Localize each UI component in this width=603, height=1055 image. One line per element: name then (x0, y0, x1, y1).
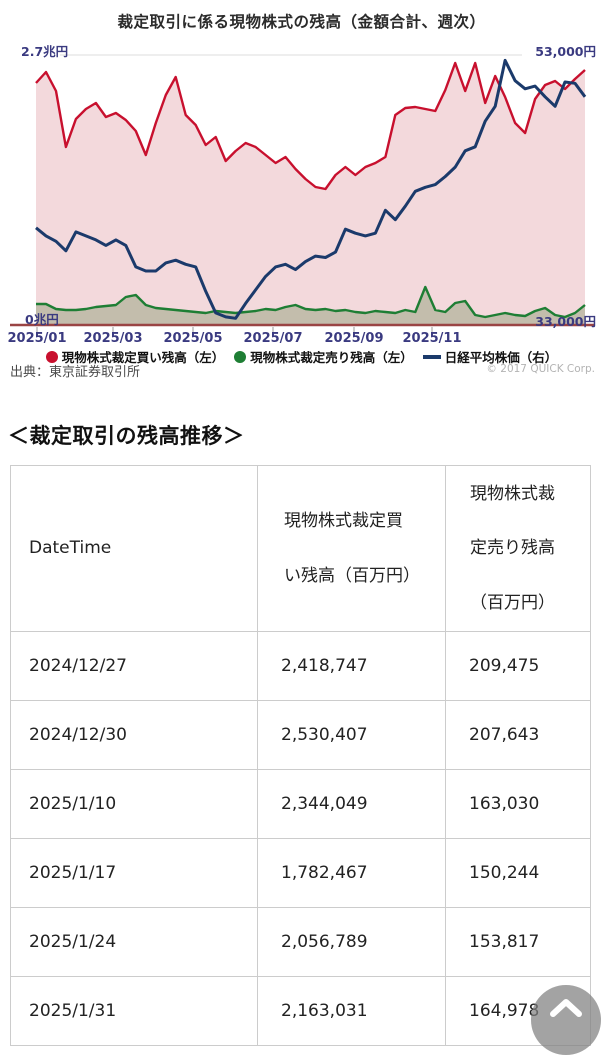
legend-label: 現物株式裁定買い残高（左） (61, 350, 225, 365)
left-axis-max-label: 2.7兆円 (21, 44, 69, 59)
buy-balance-cell: 1,782,467 (257, 838, 446, 909)
sell-balance-cell: 153,817 (445, 907, 591, 978)
legend-label: 日経平均株価（右） (444, 350, 558, 365)
scroll-to-top-button[interactable] (531, 985, 601, 1055)
sell-balance-cell: 207,643 (445, 700, 591, 771)
left-axis-min-label: 0兆円 (25, 312, 59, 327)
table-header-cell: 現物株式裁定売り残高（百万円） (445, 464, 591, 633)
date-cell: 2025/1/10 (10, 769, 258, 840)
legend-item: 日経平均株価（右） (422, 347, 558, 366)
buy-balance-cell: 2,418,747 (257, 631, 446, 702)
right-axis-min-label: 33,000円 (535, 314, 596, 329)
table-row: 2025/1/31 2,163,031 164,978 (10, 976, 591, 1047)
legend-circle-marker (234, 350, 247, 363)
legend-item: 現物株式裁定売り残高（左） (234, 347, 413, 366)
legend-circle-marker (45, 350, 58, 363)
buy-balance-cell: 2,344,049 (257, 769, 446, 840)
chart-legend: 現物株式裁定買い残高（左） 現物株式裁定売り残高（左） 日経平均株価（右） (0, 347, 603, 366)
table-header-cell: 現物株式裁定買い残高（百万円） (257, 464, 446, 633)
x-tick-label: 2025/01 (7, 331, 67, 346)
date-cell: 2024/12/27 (10, 631, 258, 702)
date-cell: 2024/12/30 (10, 700, 258, 771)
date-cell: 2025/1/24 (10, 907, 258, 978)
x-tick-label: 2025/05 (163, 331, 223, 346)
buy-balance-cell: 2,056,789 (257, 907, 446, 978)
sell-balance-cell: 209,475 (445, 631, 591, 702)
buy-balance-cell: 2,163,031 (257, 976, 446, 1047)
table-row: 2024/12/30 2,530,407 207,643 (10, 700, 591, 771)
right-axis-max-label: 53,000円 (535, 44, 596, 59)
chart-title: 裁定取引に係る現物株式の残高（金額合計、週次） (117, 13, 486, 31)
table-row: 2025/1/10 2,344,049 163,030 (10, 769, 591, 840)
section-heading: ＜裁定取引の残高推移＞ (8, 424, 245, 448)
chart-copyright: © 2017 QUICK Corp. (486, 363, 595, 375)
date-cell: 2025/1/17 (10, 838, 258, 909)
x-tick-label: 2025/07 (243, 331, 303, 346)
table-row: 2025/1/17 1,782,467 150,244 (10, 838, 591, 909)
table-header-cell: DateTime (10, 464, 258, 633)
sell-balance-cell: 150,244 (445, 838, 591, 909)
arbitrage-balance-table: DateTime 現物株式裁定買い残高（百万円） 現物株式裁定売り残高（百万円） 2… (10, 464, 591, 1047)
x-tick-label: 2025/03 (83, 331, 143, 346)
chart-source-note: 出典：東京証券取引所 (10, 365, 141, 380)
chart-plot-area (10, 54, 595, 334)
buy-balance-cell: 2,530,407 (257, 700, 446, 771)
x-tick-label: 2025/11 (402, 331, 462, 346)
sell-balance-cell: 163,030 (445, 769, 591, 840)
arbitrage-balance-chart: 裁定取引に係る現物株式の残高（金額合計、週次） 2.7兆円 53,000円 0兆… (0, 0, 603, 392)
table-header-row: DateTime 現物株式裁定買い残高（百万円） 現物株式裁定売り残高（百万円） (10, 464, 591, 633)
x-tick-label: 2025/09 (324, 331, 384, 346)
date-cell: 2025/1/31 (10, 976, 258, 1047)
legend-label: 現物株式裁定売り残高（左） (250, 350, 413, 365)
table-row: 2024/12/27 2,418,747 209,475 (10, 631, 591, 702)
legend-line-marker (422, 354, 441, 359)
table-row: 2025/1/24 2,056,789 153,817 (10, 907, 591, 978)
legend-item: 現物株式裁定買い残高（左） (45, 347, 225, 366)
